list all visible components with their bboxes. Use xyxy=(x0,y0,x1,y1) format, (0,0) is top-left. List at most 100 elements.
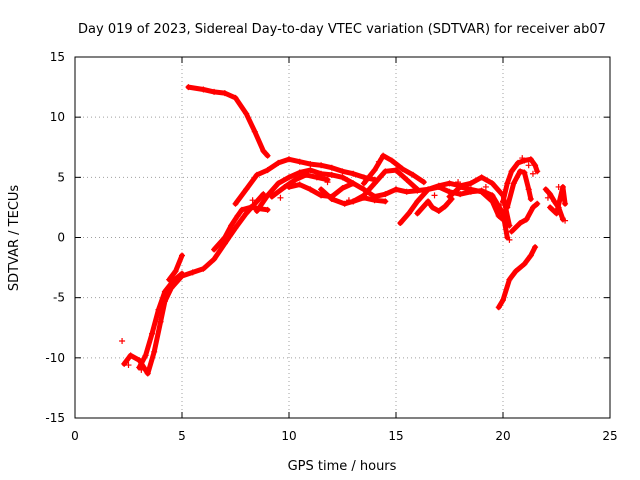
data-point xyxy=(388,157,395,164)
data-point xyxy=(172,268,179,275)
x-tick-label: 10 xyxy=(281,429,296,443)
data-series xyxy=(119,84,569,377)
data-point xyxy=(551,198,558,205)
data-point xyxy=(275,159,282,166)
data-point xyxy=(512,268,519,275)
data-point xyxy=(350,180,357,187)
data-point xyxy=(382,168,389,175)
data-point xyxy=(144,370,151,377)
data-point xyxy=(221,234,228,241)
data-point xyxy=(157,318,164,325)
data-point xyxy=(534,200,541,207)
data-point xyxy=(142,352,149,359)
data-point xyxy=(547,191,554,198)
data-point xyxy=(307,167,314,174)
data-point xyxy=(508,168,515,175)
x-tick-label: 15 xyxy=(388,429,403,443)
data-point xyxy=(425,186,432,193)
data-point xyxy=(200,86,207,93)
data-point xyxy=(155,306,162,313)
data-point xyxy=(371,197,378,204)
data-point xyxy=(264,206,271,213)
data-point xyxy=(243,110,250,117)
series-pass-p xyxy=(447,184,506,222)
data-point xyxy=(149,330,156,337)
data-point xyxy=(527,195,534,202)
data-point xyxy=(555,183,562,190)
data-point xyxy=(489,198,496,205)
data-point xyxy=(429,204,436,211)
data-point xyxy=(504,204,511,211)
data-point xyxy=(296,158,303,165)
data-point xyxy=(286,156,292,163)
data-point xyxy=(296,181,303,188)
data-point xyxy=(489,180,496,187)
data-point xyxy=(125,362,132,369)
data-point xyxy=(435,208,442,215)
data-point xyxy=(380,152,387,159)
data-point xyxy=(268,193,275,200)
data-point xyxy=(525,186,532,193)
data-point xyxy=(525,162,532,169)
data-point xyxy=(562,200,569,207)
data-point xyxy=(425,198,432,205)
series-pass-g xyxy=(254,167,356,214)
data-point xyxy=(313,174,320,181)
data-point xyxy=(264,167,271,174)
data-point xyxy=(403,176,410,183)
data-point xyxy=(529,170,536,177)
data-point xyxy=(467,186,474,193)
data-point xyxy=(420,179,427,186)
data-point xyxy=(371,167,378,174)
data-point xyxy=(478,174,485,181)
series-pass-m xyxy=(397,174,512,228)
data-point xyxy=(442,203,449,210)
data-point xyxy=(360,180,367,187)
data-point xyxy=(234,212,241,219)
data-point xyxy=(121,360,128,367)
grid-lines xyxy=(75,57,610,418)
data-point xyxy=(277,194,284,201)
data-point xyxy=(221,240,228,247)
data-point xyxy=(506,236,513,243)
data-point xyxy=(527,252,534,259)
y-tick-label: 10 xyxy=(50,110,65,124)
data-point xyxy=(211,88,218,95)
data-point xyxy=(375,158,382,165)
data-point xyxy=(318,186,325,193)
data-point xyxy=(243,210,250,217)
series-pass-o xyxy=(414,196,455,216)
data-point xyxy=(232,224,239,231)
data-point xyxy=(410,171,417,178)
data-point xyxy=(457,183,464,190)
data-point xyxy=(514,159,521,166)
data-point xyxy=(170,277,177,284)
data-point xyxy=(189,269,196,276)
data-point xyxy=(414,210,421,217)
data-point xyxy=(345,197,352,204)
data-point xyxy=(238,206,245,213)
data-point xyxy=(328,171,335,178)
data-point xyxy=(393,167,399,174)
data-point xyxy=(211,246,218,253)
data-point xyxy=(489,192,496,199)
data-point xyxy=(251,128,258,135)
data-point xyxy=(179,252,185,259)
data-point xyxy=(446,193,453,200)
data-point xyxy=(542,186,549,193)
data-point xyxy=(119,337,126,344)
data-point xyxy=(500,297,506,304)
data-point xyxy=(232,200,239,207)
data-point xyxy=(307,186,314,193)
data-point xyxy=(151,348,158,355)
data-point xyxy=(253,208,260,215)
data-point xyxy=(500,210,506,217)
data-point xyxy=(350,198,357,205)
data-point xyxy=(397,220,404,227)
data-point xyxy=(562,217,569,224)
data-point xyxy=(166,276,173,283)
y-tick-label: -5 xyxy=(53,291,65,305)
data-point xyxy=(517,168,524,175)
x-tick-label: 5 xyxy=(178,429,186,443)
data-point xyxy=(382,191,389,198)
